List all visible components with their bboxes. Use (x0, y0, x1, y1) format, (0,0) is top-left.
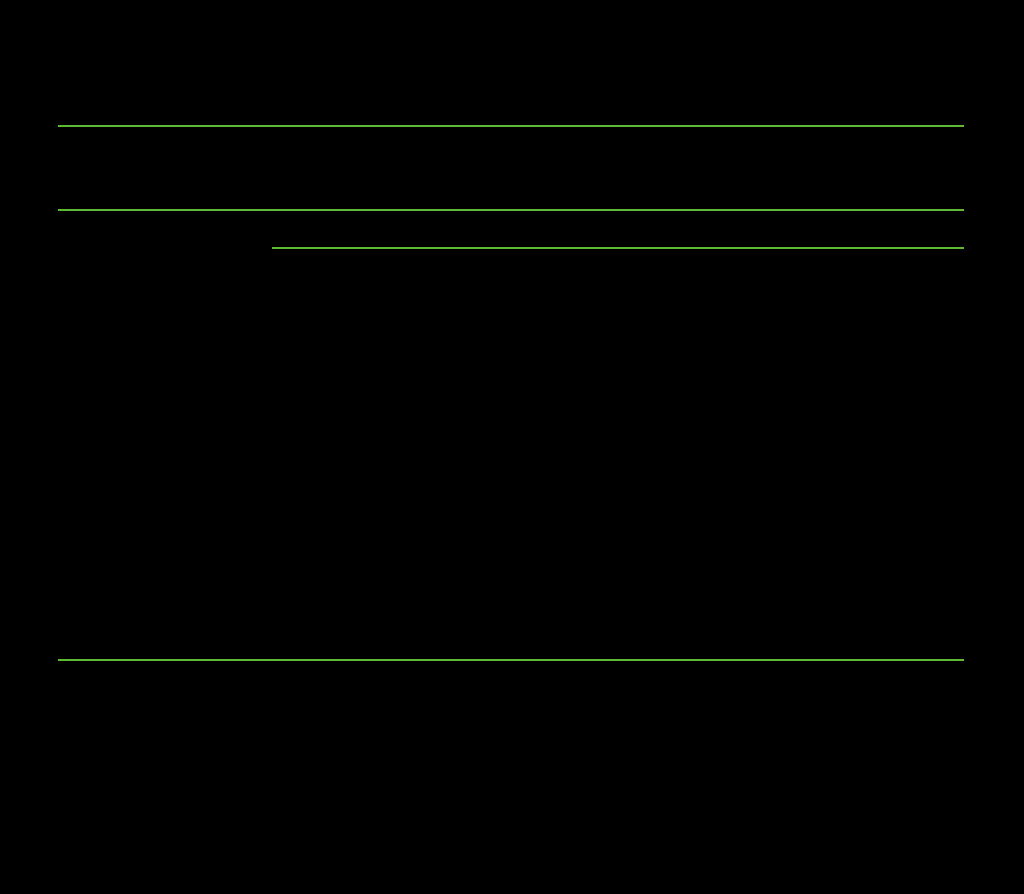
line-2 (58, 209, 964, 211)
line-3 (272, 247, 964, 249)
line-4 (58, 659, 964, 661)
line-1 (58, 125, 964, 127)
